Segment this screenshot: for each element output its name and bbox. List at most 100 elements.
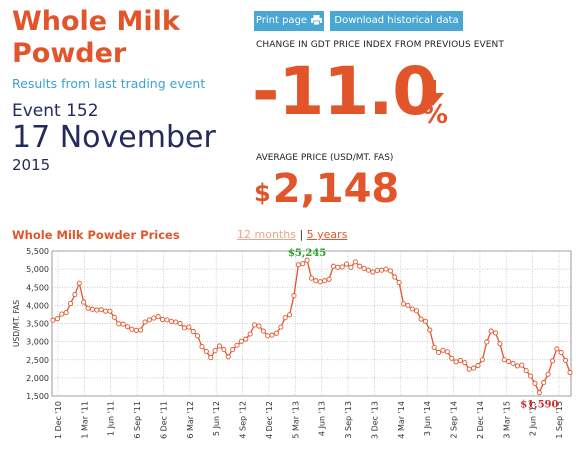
data-point xyxy=(387,268,393,274)
data-point xyxy=(146,317,152,323)
data-point xyxy=(230,347,236,353)
data-point xyxy=(400,301,407,307)
data-point xyxy=(440,347,446,353)
data-point xyxy=(541,380,547,386)
down-arrow-icon xyxy=(422,80,444,106)
x-tick-label: 4 Dec '12 xyxy=(265,401,274,439)
data-point xyxy=(67,301,74,307)
y-tick-label: 1,500 xyxy=(26,392,49,401)
y-tick-label: 2,500 xyxy=(26,356,49,365)
data-point xyxy=(409,306,415,312)
x-tick-label: 3 Dec '13 xyxy=(370,401,379,439)
x-tick-label: 4 Jun '13 xyxy=(318,401,327,436)
x-tick-label: 1 Mar '11 xyxy=(80,401,89,439)
data-point xyxy=(199,344,205,350)
data-point xyxy=(256,323,262,329)
data-point xyxy=(234,342,240,348)
data-point xyxy=(116,321,122,327)
y-tick-label: 3,000 xyxy=(26,338,49,347)
data-point xyxy=(273,330,279,336)
x-tick-label: 4 Mar '14 xyxy=(397,401,406,439)
y-tick-label: 4,000 xyxy=(26,301,49,310)
data-point xyxy=(151,315,157,321)
data-point xyxy=(59,311,65,317)
data-point xyxy=(208,355,214,361)
data-point xyxy=(422,318,428,324)
data-point xyxy=(243,336,249,342)
data-point xyxy=(120,321,126,327)
x-tick-label: 6 Dec '11 xyxy=(159,401,168,439)
data-point xyxy=(54,316,60,322)
data-point xyxy=(506,359,512,365)
average-price-value: 2,148 xyxy=(272,166,400,212)
data-point xyxy=(173,319,179,325)
data-point xyxy=(107,308,113,314)
download-icon xyxy=(394,35,403,45)
data-point xyxy=(457,357,464,364)
x-tick-label: 3 Mar '15 xyxy=(502,401,511,439)
data-point xyxy=(545,371,551,377)
data-point xyxy=(177,320,183,327)
y-tick-label: 2,000 xyxy=(26,374,49,383)
data-point xyxy=(471,365,477,371)
data-point xyxy=(203,348,209,354)
data-point xyxy=(326,276,332,282)
data-point xyxy=(567,369,573,376)
data-point xyxy=(431,344,437,350)
data-point xyxy=(444,349,450,355)
data-point xyxy=(558,349,564,356)
average-price: $2,148 xyxy=(254,164,399,214)
min-price-label: $1,590 xyxy=(520,400,558,411)
data-point xyxy=(475,362,481,369)
x-tick-label: 6 Mar '12 xyxy=(186,401,195,439)
data-point xyxy=(405,302,411,308)
x-tick-label: 1 Dec '10 xyxy=(54,401,63,439)
product-title: Whole Milk Powder xyxy=(12,6,180,69)
data-point xyxy=(510,360,516,366)
data-point xyxy=(357,263,363,269)
x-tick-label: 2 Dec '14 xyxy=(476,401,485,439)
data-point xyxy=(436,349,442,356)
data-point xyxy=(514,363,520,369)
data-point xyxy=(308,275,315,281)
data-point xyxy=(317,279,323,285)
data-point xyxy=(313,278,319,284)
data-point xyxy=(532,380,538,386)
x-tick-label: 2 Sep '14 xyxy=(450,401,459,439)
data-point xyxy=(103,308,109,314)
range-5-years-link[interactable]: 5 years xyxy=(306,228,348,241)
y-axis-label: USD/MT. FAS xyxy=(12,300,21,347)
data-point xyxy=(195,333,201,339)
data-point xyxy=(374,268,380,274)
data-point xyxy=(501,357,507,363)
change-unit: % xyxy=(422,100,449,130)
data-point xyxy=(72,291,78,298)
event-number: Event 152 xyxy=(12,101,99,121)
data-point xyxy=(379,267,385,273)
data-point xyxy=(133,327,139,333)
data-point xyxy=(81,299,87,305)
x-tick-label: 3 Jun '14 xyxy=(423,401,432,436)
data-point xyxy=(164,317,170,323)
range-12-months-link[interactable]: 12 months xyxy=(237,228,296,241)
data-point xyxy=(63,310,69,316)
data-point xyxy=(168,318,174,324)
download-historical-data-button[interactable]: Download historical data xyxy=(330,11,463,45)
data-point xyxy=(247,331,253,337)
data-point xyxy=(348,264,354,270)
data-point xyxy=(330,263,336,269)
data-point xyxy=(221,347,227,353)
average-price-label: AVERAGE PRICE (USD/MT. FAS) xyxy=(256,153,394,163)
x-tick-label: 6 Sep '11 xyxy=(133,401,142,439)
data-point xyxy=(216,343,223,349)
data-point xyxy=(466,366,472,372)
print-page-button[interactable]: Print page xyxy=(254,11,324,31)
data-point xyxy=(269,332,275,338)
data-point xyxy=(238,338,244,344)
data-point xyxy=(370,269,376,275)
data-point xyxy=(396,279,402,286)
data-point xyxy=(159,316,166,323)
change-label: CHANGE IN GDT PRICE INDEX FROM PREVIOUS … xyxy=(256,40,504,50)
x-tick-label: 1 Sep '15 xyxy=(555,401,564,439)
